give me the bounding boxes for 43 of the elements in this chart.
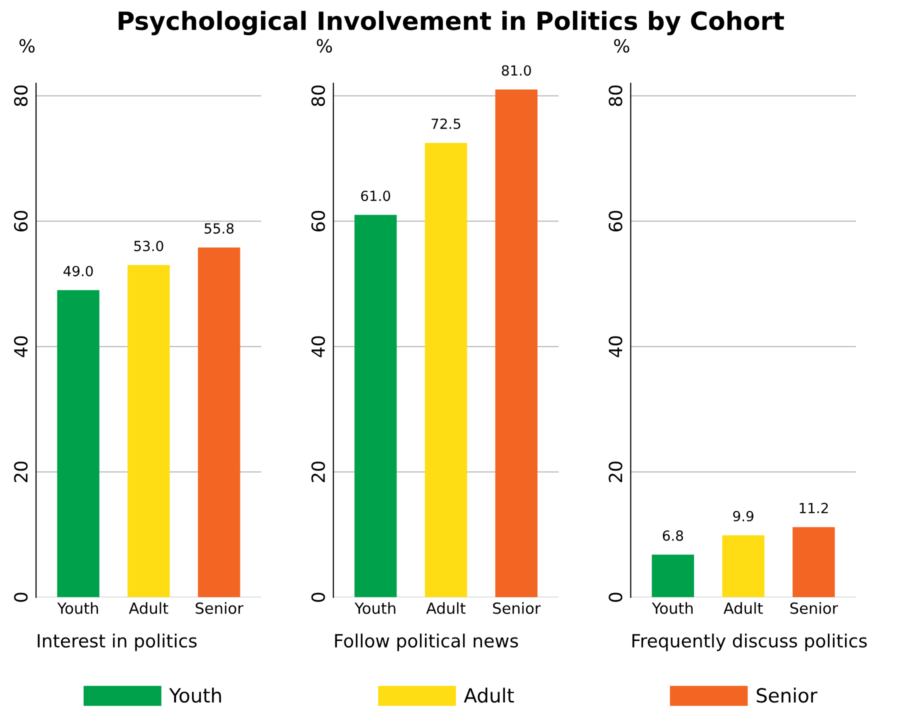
y-tick-label: 0 [311,592,326,602]
data-label: 81.0 [502,65,531,76]
x-axis-title: Frequently discuss politics [632,634,867,652]
data-label: 49.0 [63,266,93,276]
y-tick-label: 20 [14,462,28,482]
y-tick-label: 0 [14,592,28,602]
x-tick-label: Youth [354,602,396,614]
y-axis-title: % [614,39,630,53]
data-label: 72.5 [432,118,460,130]
text: Psychological Involvement in Politics by Cohort [118,10,784,36]
y-tick-label: 20 [608,462,622,482]
legend-label: Adult [464,688,514,703]
data-label: 9.9 [733,510,754,522]
y-tick-label: 60 [14,210,28,232]
y-tick-label: 40 [311,336,326,358]
y-tick-label: 40 [608,336,622,358]
data-label: 11.2 [800,502,828,514]
y-tick-label: 20 [311,462,326,482]
x-tick-label: Youth [652,602,693,614]
x-axis-title: Follow political news [335,634,518,652]
data-label: 6.8 [662,530,684,541]
data-label: 61.0 [361,190,390,202]
x-tick-label: Youth [57,602,98,614]
x-tick-label: Senior [790,602,838,614]
y-axis-title: % [19,39,35,53]
y-tick-label: 60 [608,210,622,232]
data-label: 55.8 [204,223,234,234]
legend-label: Senior [756,688,818,703]
y-tick-label: 80 [14,86,28,106]
y-tick-label: 0 [608,592,622,602]
y-axis-title: % [316,39,332,53]
y-tick-label: 60 [311,210,326,232]
y-tick-label: 40 [14,336,28,358]
x-tick-label: Adult [724,602,763,614]
x-tick-label: Adult [426,602,466,614]
legend-label: Youth [169,688,221,703]
x-tick-label: Adult [128,602,168,614]
y-tick-label: 80 [311,86,326,106]
y-tick-label: 80 [608,86,622,106]
x-tick-label: Senior [493,602,541,614]
x-axis-title: Interest in politics [38,634,197,652]
x-tick-label: Senior [196,602,244,614]
data-label: 53.0 [134,240,164,252]
